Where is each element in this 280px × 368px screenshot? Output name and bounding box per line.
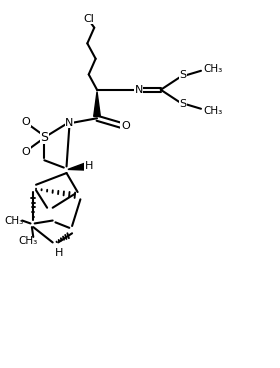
Text: N: N — [65, 118, 73, 128]
Text: O: O — [21, 147, 30, 157]
Text: H: H — [55, 248, 63, 258]
Text: S: S — [179, 70, 186, 80]
Text: O: O — [121, 121, 130, 131]
Polygon shape — [68, 163, 86, 170]
Text: S: S — [179, 99, 186, 109]
Text: Cl: Cl — [83, 14, 94, 24]
Text: CH₃: CH₃ — [4, 216, 24, 226]
Text: S: S — [40, 131, 48, 144]
Text: CH₃: CH₃ — [204, 64, 223, 74]
Text: CH₃: CH₃ — [18, 236, 37, 245]
Text: CH₃: CH₃ — [204, 106, 223, 116]
Text: H: H — [85, 162, 93, 171]
Text: O: O — [21, 117, 30, 127]
Polygon shape — [94, 92, 100, 116]
Text: N: N — [134, 85, 143, 95]
